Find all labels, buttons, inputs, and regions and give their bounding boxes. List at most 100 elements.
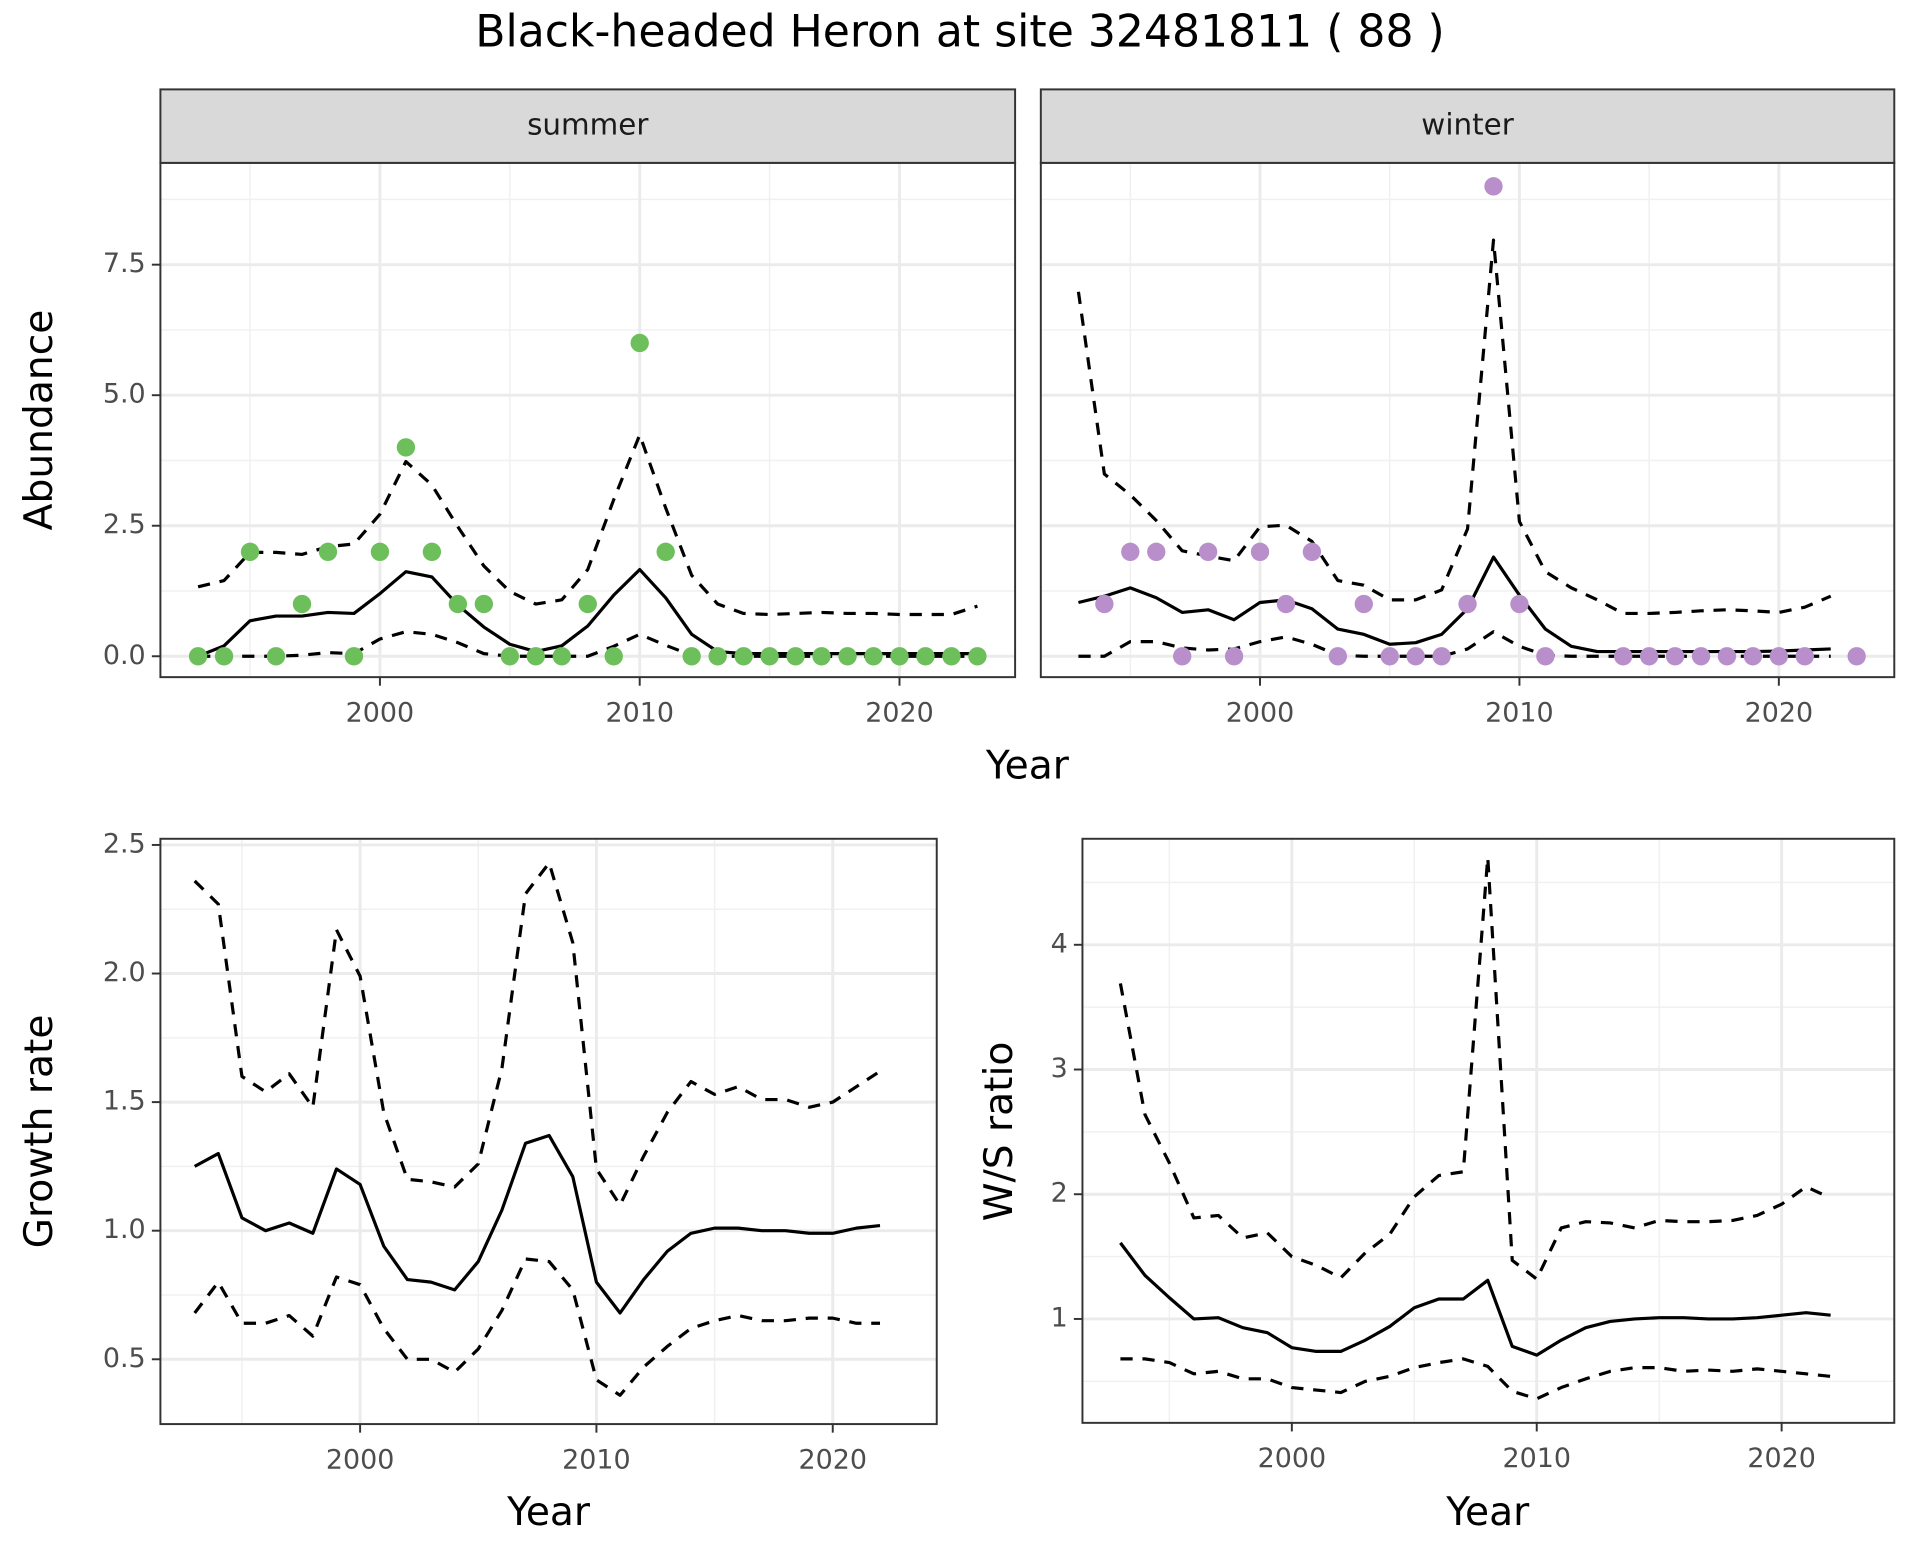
interval-line	[1120, 1357, 1831, 1401]
y-tick-label: 0.5	[103, 1343, 146, 1374]
data-point	[812, 647, 831, 666]
data-point	[916, 647, 935, 666]
panel-background	[1082, 838, 1895, 1423]
x-axis-title: Year	[506, 1490, 591, 1535]
data-point	[1536, 647, 1555, 666]
data-point	[1302, 542, 1322, 562]
y-tick-label: 1.0	[103, 1214, 146, 1245]
facet-label: summer	[527, 108, 649, 142]
data-point	[1095, 594, 1114, 614]
data-point	[1691, 647, 1711, 666]
data-point	[1173, 647, 1192, 666]
mean-line	[1119, 1241, 1831, 1357]
data-point	[734, 647, 753, 666]
data-point	[1510, 594, 1529, 614]
data-point	[1354, 594, 1373, 614]
x-tick-label: 2020	[865, 697, 934, 728]
data-point	[1769, 647, 1789, 666]
data-point	[1484, 177, 1503, 196]
data-point	[1847, 647, 1866, 666]
data-point	[1276, 594, 1296, 614]
data-point	[1665, 647, 1685, 666]
y-tick-label: 2.5	[103, 509, 146, 540]
data-point	[968, 647, 987, 666]
data-point	[1328, 647, 1348, 666]
data-point	[474, 594, 494, 614]
data-point	[1147, 542, 1166, 562]
x-tick-label: 2020	[1745, 697, 1814, 728]
data-point	[1614, 647, 1633, 666]
x-tick-label: 2020	[1747, 1443, 1816, 1474]
x-tick-label: 2000	[346, 697, 415, 728]
x-axis-title: Year	[985, 743, 1070, 788]
data-point	[240, 542, 260, 562]
data-point	[760, 647, 779, 666]
data-point	[500, 647, 520, 666]
y-tick-label: 2	[1051, 1178, 1068, 1209]
figure-title: Black-headed Heron at site 32481811 ( 88…	[475, 6, 1444, 57]
data-point	[1224, 647, 1244, 666]
data-point	[1639, 647, 1659, 666]
x-tick-label: 2010	[562, 1444, 631, 1475]
data-point	[292, 594, 312, 614]
y-axis-title: Growth rate	[17, 1015, 62, 1249]
data-point	[1121, 542, 1140, 562]
y-tick-label: 3	[1051, 1053, 1068, 1084]
data-point	[1458, 594, 1477, 614]
data-point	[422, 542, 442, 562]
x-tick-label: 2000	[1258, 1443, 1327, 1474]
data-point	[630, 333, 649, 353]
y-tick-label: 7.5	[103, 248, 146, 279]
mean-line	[193, 1133, 881, 1315]
x-tick-label: 2000	[326, 1444, 395, 1475]
y-tick-label: 1	[1051, 1302, 1068, 1333]
x-tick-label: 2020	[798, 1444, 867, 1475]
x-tick-label: 2010	[1485, 697, 1554, 728]
data-point	[1432, 647, 1451, 666]
data-point	[1198, 542, 1218, 562]
x-tick-label: 2000	[1226, 697, 1295, 728]
data-point	[1717, 647, 1737, 666]
y-tick-label: 2.0	[103, 957, 146, 988]
panel-border	[1081, 837, 1896, 1424]
data-point	[344, 647, 364, 666]
data-point	[942, 647, 961, 666]
y-tick-label: 5.0	[103, 379, 146, 410]
data-point	[318, 542, 338, 562]
data-point	[708, 647, 727, 666]
facet-label: winter	[1421, 108, 1514, 142]
facet-strip	[1039, 88, 1896, 164]
interval-line	[1118, 855, 1832, 1281]
x-tick-label: 2010	[1502, 1443, 1571, 1474]
data-point	[370, 542, 390, 562]
data-point	[890, 647, 909, 666]
y-tick-label: 2.5	[103, 828, 146, 859]
data-point	[526, 647, 545, 666]
data-point	[188, 647, 208, 666]
data-point	[396, 438, 416, 457]
panel-border	[159, 837, 938, 1426]
data-point	[786, 647, 805, 666]
data-point	[448, 594, 468, 614]
data-point	[864, 647, 883, 666]
data-point	[578, 594, 597, 614]
data-point	[838, 647, 857, 666]
y-axis-title: W/S ratio	[977, 1042, 1022, 1222]
interval-line	[193, 1257, 881, 1397]
y-tick-label: 0.0	[103, 640, 146, 671]
y-tick-label: 1.5	[103, 1086, 146, 1117]
facet-strip	[159, 88, 1017, 164]
data-point	[1406, 647, 1425, 666]
data-point	[1795, 647, 1814, 666]
data-point	[214, 647, 234, 666]
x-axis-title: Year	[1445, 1490, 1530, 1535]
y-axis-title: Abundance	[17, 310, 62, 531]
data-point	[1380, 647, 1399, 666]
panel-background	[160, 838, 937, 1425]
data-point	[1250, 542, 1270, 562]
interval-line	[193, 861, 881, 1207]
data-point	[682, 647, 701, 666]
data-point	[1743, 647, 1763, 666]
